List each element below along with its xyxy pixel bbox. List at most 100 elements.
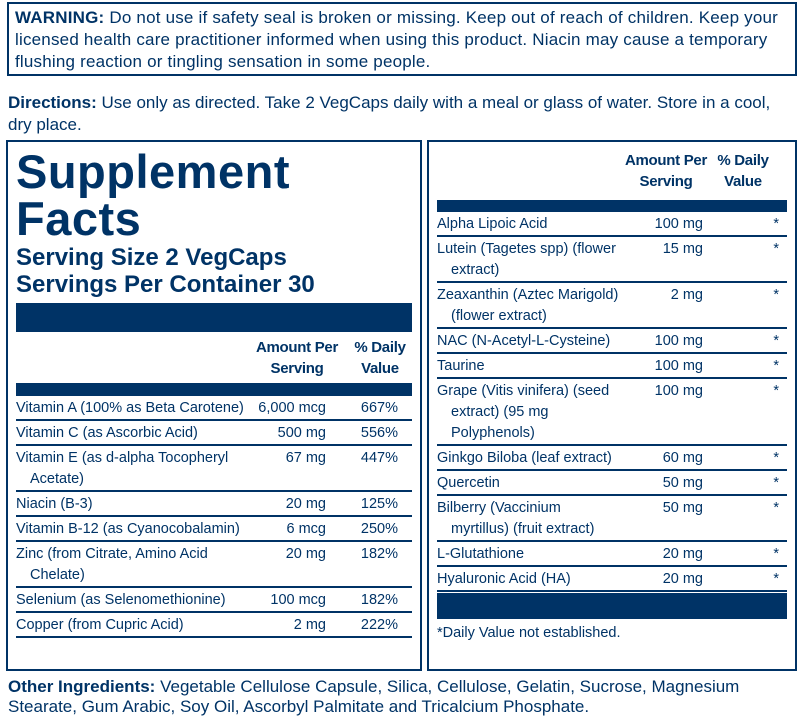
table-row: Lutein (Tagetes spp) (flower extract) 15 m… xyxy=(437,237,787,283)
thick-divider xyxy=(16,383,412,396)
name-line: Vitamin E (as d-alpha Tocopheryl xyxy=(16,450,229,466)
table-row: Zinc (from Citrate, Amino Acid Chelate) 20… xyxy=(16,542,412,588)
name-line: Polyphenols) xyxy=(451,425,535,441)
warning-text: Do not use if safety seal is broken or m… xyxy=(15,8,779,71)
daily-value: * xyxy=(773,216,779,232)
name-line: Ginkgo Biloba (leaf extract) xyxy=(437,450,612,466)
other-label: Other Ingredients: xyxy=(8,677,156,696)
col-amount-2: Serving xyxy=(639,173,693,190)
daily-value: 125% xyxy=(360,496,398,512)
table-row: Bilberry (Vaccinium myrtillus) (fruit ext… xyxy=(437,496,787,542)
amount: 6 mcg xyxy=(286,521,327,537)
amount: 100 mg xyxy=(654,383,703,399)
table-row: Vitamin C (as Ascorbic Acid) 500 mg 556% xyxy=(16,421,412,446)
daily-value: * xyxy=(773,383,779,399)
name-line: Bilberry (Vaccinium xyxy=(437,500,561,516)
col-amount-1: Amount Per xyxy=(255,339,338,356)
nutrient-name: Taurine xyxy=(437,356,627,377)
table-row: Copper (from Cupric Acid) 2 mg 222% xyxy=(16,613,412,638)
nutrient-name: Selenium (as Selenomethionine) xyxy=(16,590,246,611)
daily-value: 182% xyxy=(360,546,398,562)
serving-size: Serving Size 2 VegCaps xyxy=(16,244,287,271)
col-dv-2: Value xyxy=(361,360,399,377)
table-row: Quercetin 50 mg * xyxy=(437,471,787,496)
amount: 2 mg xyxy=(293,617,326,633)
name-line: Chelate) xyxy=(30,567,85,583)
daily-value: * xyxy=(773,333,779,349)
daily-value: 447% xyxy=(360,450,398,466)
table-row: Alpha Lipoic Acid 100 mg * xyxy=(437,212,787,237)
table-row: L-Glutathione 20 mg * xyxy=(437,542,787,567)
col-dv-2: Value xyxy=(724,173,762,190)
name-line: Hyaluronic Acid (HA) xyxy=(437,571,571,587)
name-line: Grape (Vitis vinifera) (seed xyxy=(437,383,610,399)
daily-value: * xyxy=(773,500,779,516)
daily-value: * xyxy=(773,571,779,587)
nutrient-name: Vitamin E (as d-alpha Tocopheryl Acetate) xyxy=(16,448,246,490)
daily-value: 182% xyxy=(360,592,398,608)
amount: 50 mg xyxy=(662,475,703,491)
amount: 60 mg xyxy=(662,450,703,466)
table-row: Ginkgo Biloba (leaf extract) 60 mg * xyxy=(437,446,787,471)
facts-title-line2: Facts xyxy=(16,192,142,245)
name-line: Acetate) xyxy=(30,471,84,487)
nutrient-name: Zinc (from Citrate, Amino Acid Chelate) xyxy=(16,544,246,586)
column-header: Amount Per Serving % Daily Value xyxy=(437,148,787,196)
name-line: extract) xyxy=(451,262,500,278)
daily-value: * xyxy=(773,450,779,466)
other-ingredients: Other Ingredients: Vegetable Cellulose C… xyxy=(8,677,803,717)
daily-value: * xyxy=(773,475,779,491)
amount: 20 mg xyxy=(285,546,326,562)
directions-label: Directions: xyxy=(8,93,97,112)
name-line: Copper (from Cupric Acid) xyxy=(16,617,184,633)
table-row: Vitamin B-12 (as Cyanocobalamin) 6 mcg 250… xyxy=(16,517,412,542)
thick-divider xyxy=(437,200,787,212)
amount: 20 mg xyxy=(662,571,703,587)
col-dv-1: % Daily xyxy=(354,339,406,356)
daily-value: 250% xyxy=(360,521,398,537)
nutrient-name: Vitamin B-12 (as Cyanocobalamin) xyxy=(16,519,246,540)
name-line: Selenium (as Selenomethionine) xyxy=(16,592,226,608)
name-line: Zeaxanthin (Aztec Marigold) xyxy=(437,287,619,303)
nutrient-name: NAC (N-Acetyl-L-Cysteine) xyxy=(437,331,627,352)
name-line: Vitamin C (as Ascorbic Acid) xyxy=(16,425,198,441)
table-row: Selenium (as Selenomethionine) 100 mcg 182… xyxy=(16,588,412,613)
name-line: (flower extract) xyxy=(451,308,547,324)
nutrient-name: Bilberry (Vaccinium myrtillus) (fruit ext… xyxy=(437,498,627,540)
daily-value: 222% xyxy=(360,617,398,633)
name-line: Zinc (from Citrate, Amino Acid xyxy=(16,546,208,562)
nutrient-name: Vitamin C (as Ascorbic Acid) xyxy=(16,423,246,444)
table-row: Zeaxanthin (Aztec Marigold) (flower extra… xyxy=(437,283,787,329)
amount: 100 mg xyxy=(654,333,703,349)
daily-value: 667% xyxy=(360,400,398,416)
daily-value: * xyxy=(773,241,779,257)
directions-text: Use only as directed. Take 2 VegCaps dai… xyxy=(8,93,771,134)
amount: 100 mg xyxy=(654,358,703,374)
other-text: Vegetable Cellulose Capsule, Silica, Cel… xyxy=(8,677,740,716)
amount: 20 mg xyxy=(662,546,703,562)
daily-value: * xyxy=(773,546,779,562)
amount: 67 mg xyxy=(285,450,326,466)
servings-per-container: Servings Per Container 30 xyxy=(16,271,315,298)
nutrient-name: Lutein (Tagetes spp) (flower extract) xyxy=(437,239,627,281)
table-row: Taurine 100 mg * xyxy=(437,354,787,379)
name-line: L-Glutathione xyxy=(437,546,525,562)
nutrient-name: Niacin (B-3) xyxy=(16,494,246,515)
table-row: Vitamin E (as d-alpha Tocopheryl Acetate)… xyxy=(16,446,412,492)
name-line: Alpha Lipoic Acid xyxy=(437,216,548,232)
name-line: Vitamin A (100% as Beta Carotene) xyxy=(16,400,244,416)
col-amount-1: Amount Per xyxy=(624,152,707,169)
thick-divider xyxy=(437,593,787,619)
footnote: *Daily Value not established. xyxy=(437,625,621,641)
warning-box: WARNING: Do not use if safety seal is br… xyxy=(7,2,797,76)
daily-value: 556% xyxy=(360,425,398,441)
amount: 6,000 mcg xyxy=(258,400,326,416)
amount: 2 mg xyxy=(670,287,703,303)
name-line: myrtillus) (fruit extract) xyxy=(451,521,595,537)
nutrient-name: Zeaxanthin (Aztec Marigold) (flower extra… xyxy=(437,285,627,327)
table-row: Hyaluronic Acid (HA) 20 mg * xyxy=(437,567,787,592)
amount: 500 mg xyxy=(277,425,326,441)
table-row: Grape (Vitis vinifera) (seed extract) (95… xyxy=(437,379,787,446)
name-line: Quercetin xyxy=(437,475,500,491)
name-line: Niacin (B-3) xyxy=(16,496,93,512)
